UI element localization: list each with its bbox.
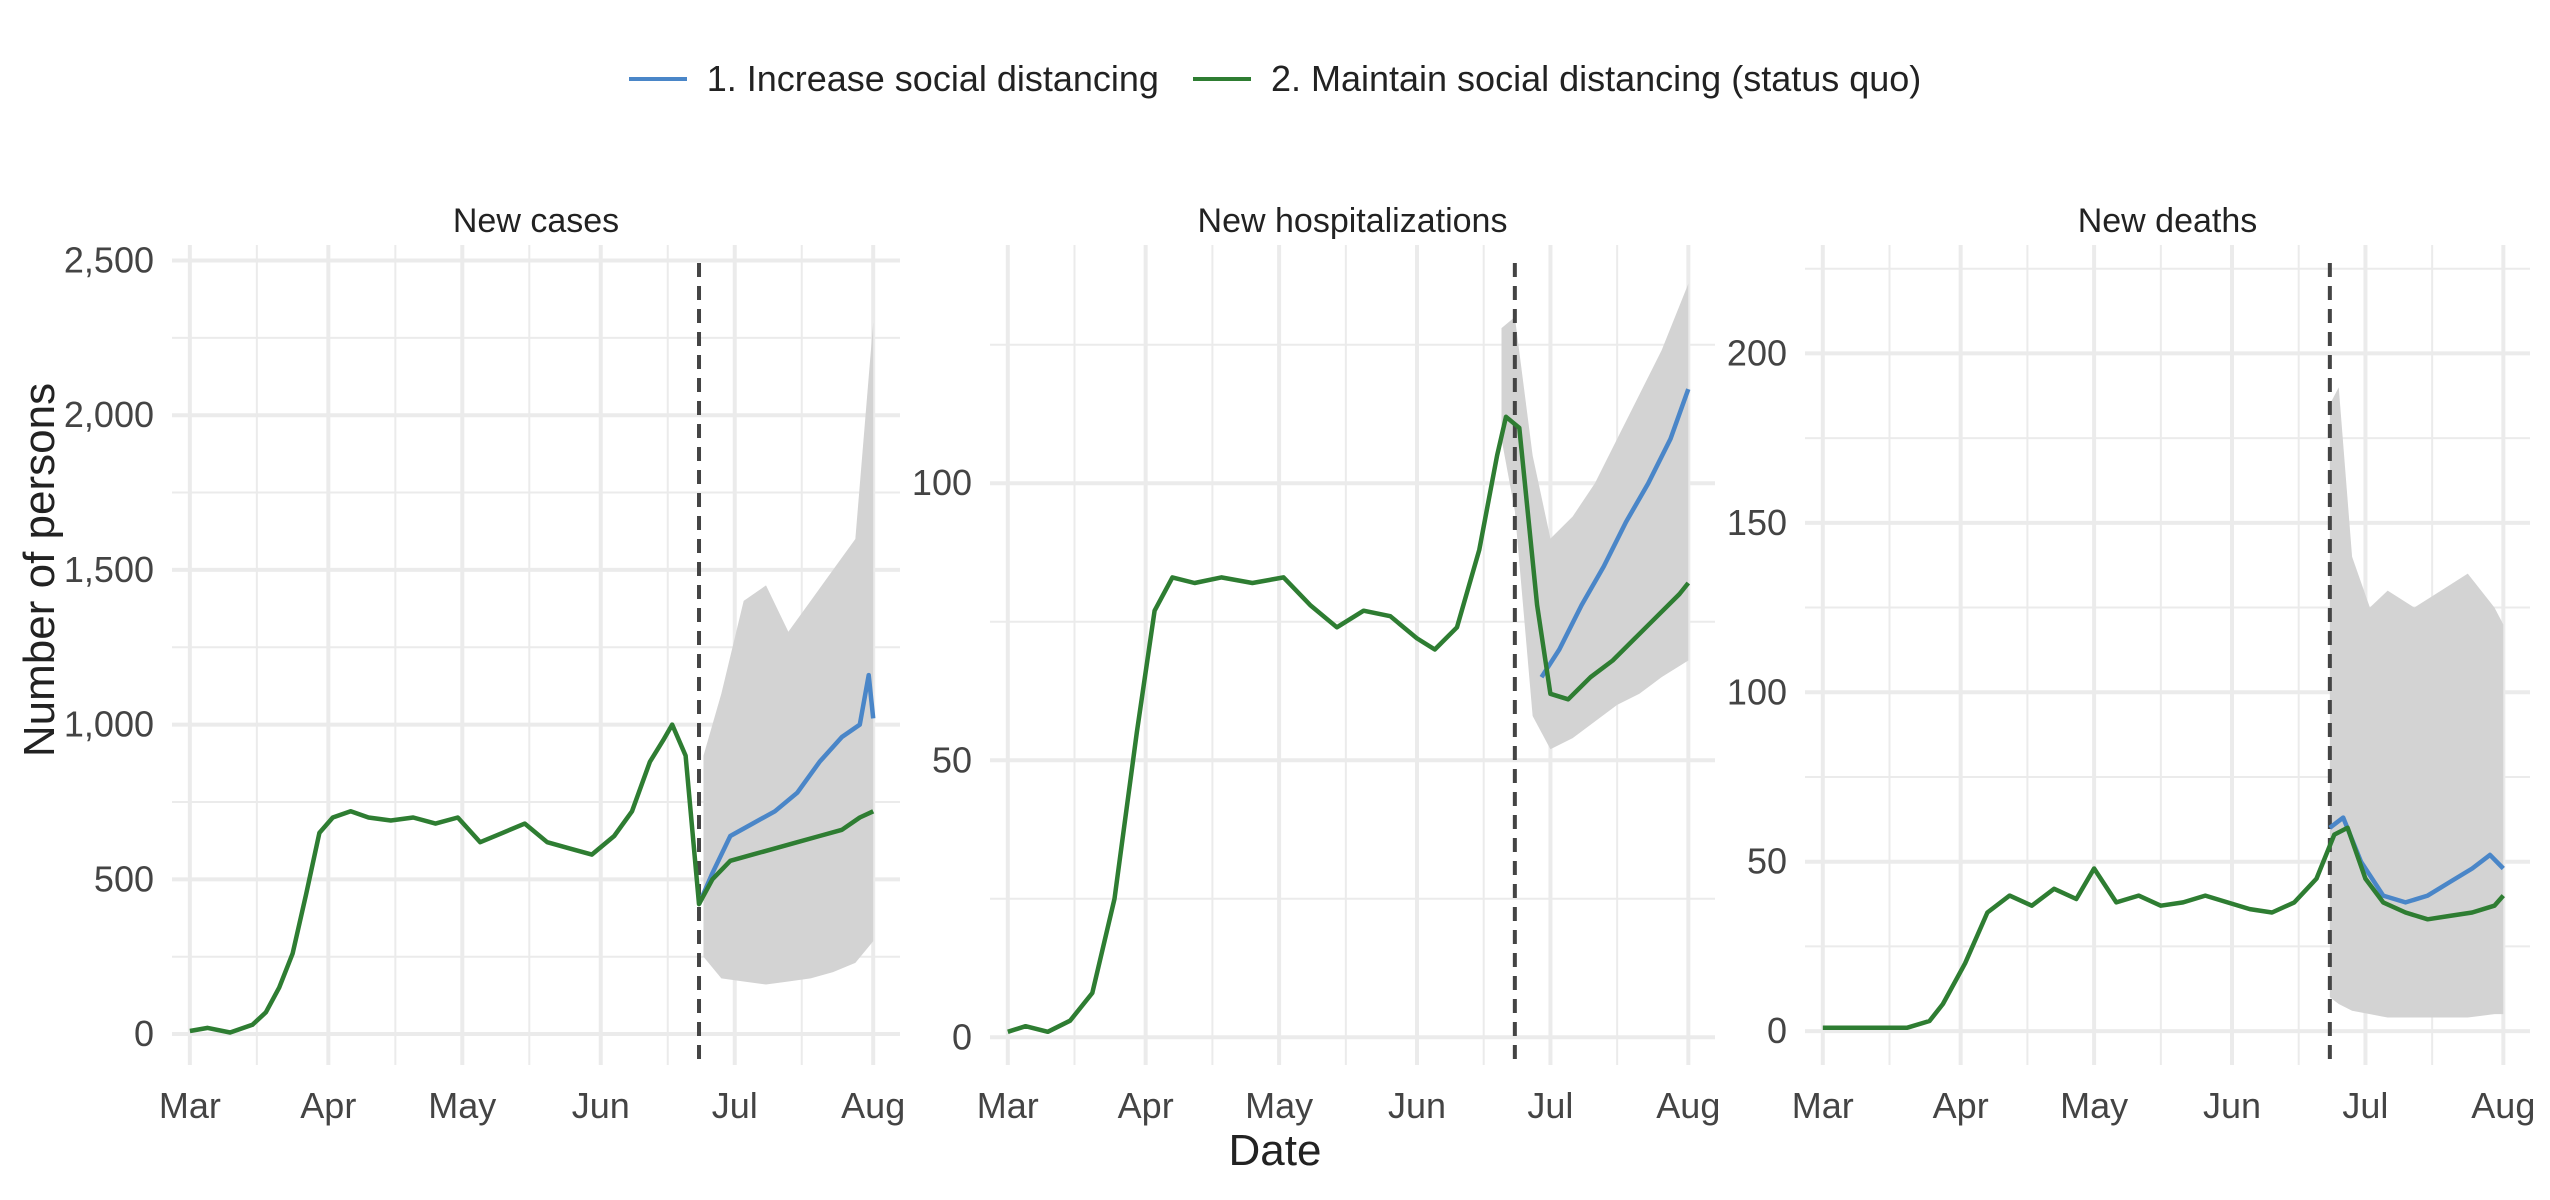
legend-label-increase: 1. Increase social distancing [706,58,1159,99]
x-tick-label: Jul [2342,1085,2388,1126]
panel-1: New cases 0 500 1,000 1,500 2,000 2,500 Mar Apr M… [64,202,905,1126]
x-tick-label: Apr [1933,1085,1989,1126]
y-tick-label: 1,000 [64,704,154,745]
x-tick-label: Jun [2203,1085,2261,1126]
y-tick-label: 2,500 [64,239,154,280]
series-line-maintain [189,722,875,1035]
y-tick-label: 50 [932,739,972,780]
y-tick-label: 100 [1727,671,1787,712]
x-tick-label: Aug [1656,1085,1720,1126]
x-tick-label: Aug [2471,1085,2535,1126]
legend-item-maintain: 2. Maintain social distancing (status qu… [1192,58,1922,100]
series-line-increase [696,672,876,905]
uncertainty-band [2329,387,2504,1018]
x-tick-label: Apr [1118,1085,1174,1126]
x-tick-label: Aug [841,1085,905,1126]
legend-swatch-increase [628,77,687,81]
y-tick-label: 200 [1727,332,1787,373]
y-tick-label: 2,000 [64,394,154,435]
uncertainty-band [703,322,874,985]
y-tick-label: 500 [94,858,154,899]
y-tick-label: 50 [1747,841,1787,882]
y-tick-label: 150 [1727,502,1787,543]
x-tick-label: Jun [572,1085,630,1126]
x-tick-label: Mar [1792,1085,1854,1126]
x-tick-label: Jul [712,1085,758,1126]
series-line-maintain [1822,825,2505,1030]
y-tick-label: 100 [912,462,972,503]
series-line-increase [1539,388,1691,679]
x-tick-label: Jun [1388,1085,1446,1126]
series-line-maintain [1007,414,1691,1035]
x-tick-label: Jul [1527,1085,1573,1126]
y-tick-label: 0 [134,1013,154,1054]
legend-item-increase: 1. Increase social distancing [628,58,1159,100]
x-tick-label: Mar [977,1085,1039,1126]
legend-label-maintain: 2. Maintain social distancing (status qu… [1270,58,1922,99]
panel-title: New deaths [2078,202,2258,240]
x-tick-label: Apr [300,1085,356,1126]
y-axis-label: Number of persons [15,382,64,758]
x-tick-label: May [428,1085,496,1126]
x-tick-label: May [2060,1085,2128,1126]
panel-3: New deaths 0 50 100 150 200 Mar Apr May Jun Jul Aug [1727,202,2535,1126]
legend-swatch-maintain [1192,77,1251,81]
x-axis-label: Date [1228,1126,1322,1175]
y-tick-label: 0 [952,1016,972,1057]
panel-title: New cases [453,202,619,240]
x-tick-label: Mar [159,1085,221,1126]
panel-title: New hospitalizations [1198,202,1508,240]
panel-2: New hospitalizations 0 50 100 Mar Apr May Jun Ju… [912,202,1720,1126]
y-tick-label: 0 [1767,1010,1787,1051]
y-tick-label: 1,500 [64,549,154,590]
legend: 1. Increase social distancing 2. Maintai… [0,58,2550,100]
x-tick-label: May [1245,1085,1313,1126]
